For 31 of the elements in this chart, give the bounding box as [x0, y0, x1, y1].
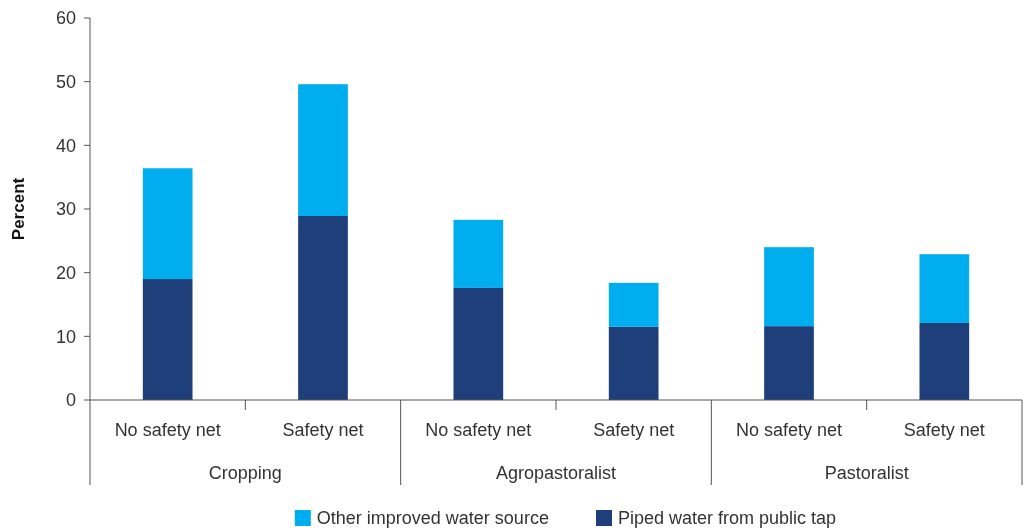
bar	[919, 254, 970, 323]
bar	[142, 279, 193, 400]
x-tick-label: Safety net	[903, 420, 985, 440]
bar	[919, 322, 970, 400]
bar	[608, 326, 659, 400]
legend-label: Piped water from public tap	[618, 508, 837, 528]
bar	[453, 219, 504, 288]
x-tick-label: No safety net	[735, 420, 843, 440]
text: Cropping	[208, 463, 282, 483]
legend-label: Other improved water source	[316, 508, 549, 528]
y-tick-label: 50	[55, 71, 76, 92]
text: Pastoralist	[824, 463, 909, 483]
y-tick-label: 20	[55, 262, 76, 283]
text: Agropastoralist	[495, 463, 617, 483]
bar	[764, 326, 814, 400]
y-axis-title: Percent	[9, 177, 28, 241]
y-tick-label: 40	[55, 135, 76, 156]
y-tick-label: 60	[55, 8, 76, 29]
x-tick-label: Safety net	[593, 420, 675, 440]
y-tick-label: 10	[55, 326, 76, 347]
bar	[298, 216, 348, 400]
y-tick-label: 0	[65, 390, 76, 411]
x-tick-label: No safety net	[114, 420, 221, 440]
bar	[142, 168, 193, 280]
x-tick-label: No safety net	[425, 420, 532, 440]
bar	[608, 282, 659, 327]
bar	[298, 84, 348, 216]
bar	[764, 247, 814, 327]
x-tick-label: Safety net	[282, 420, 364, 440]
y-tick-label: 30	[55, 199, 76, 220]
bar	[453, 287, 504, 400]
